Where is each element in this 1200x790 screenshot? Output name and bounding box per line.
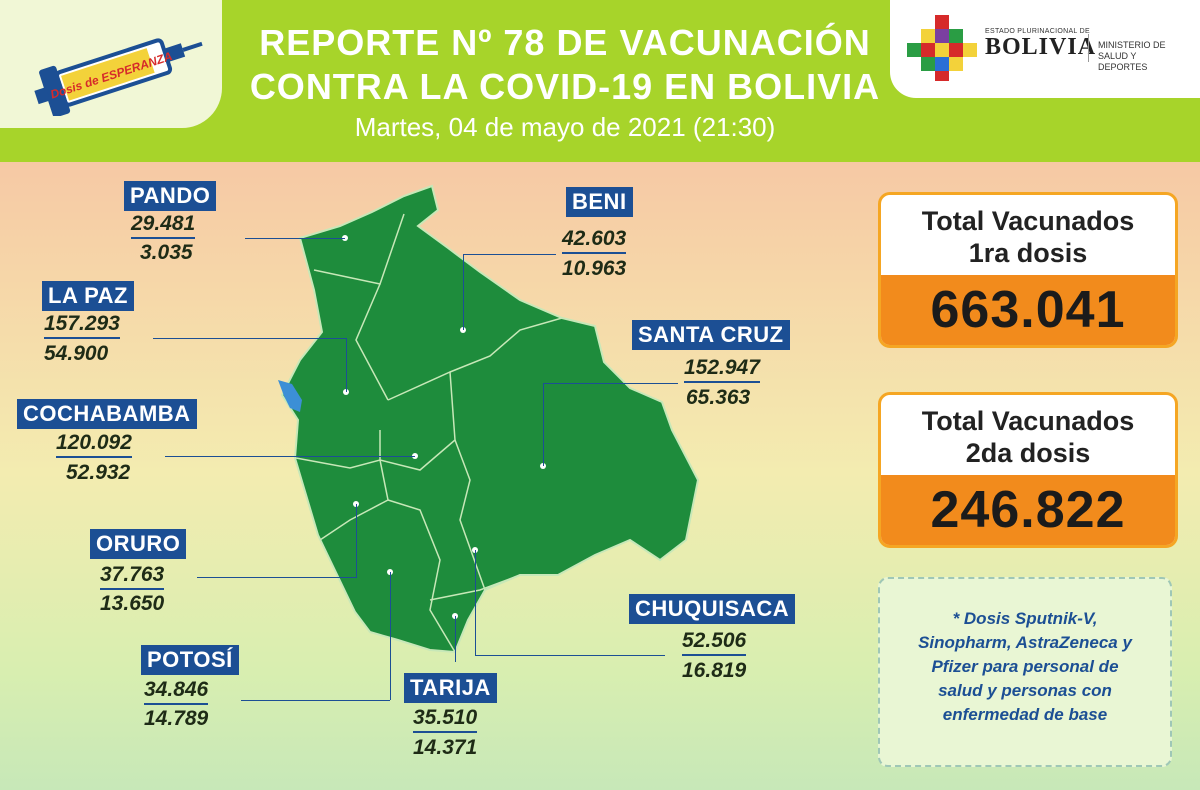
leader-potosi-v — [390, 572, 391, 700]
map-outline — [280, 184, 700, 654]
dept-first-lapaz: 157.293 — [44, 311, 120, 339]
dept-tag-chuquisaca: CHUQUISACA — [629, 594, 796, 624]
border-lapaz-beni — [355, 283, 389, 401]
total-first-label-line2: 1ra dosis — [968, 238, 1088, 268]
border-chuqui-tarija — [429, 574, 521, 601]
total-first-dose-box: Total Vacunados 1ra dosis 663.041 — [878, 192, 1178, 348]
dept-tag-tarija: TARIJA — [404, 673, 497, 703]
report-title-line1: REPORTE Nº 78 DE VACUNACIÓN — [259, 22, 871, 63]
total-second-dose-box: Total Vacunados 2da dosis 246.822 — [878, 392, 1178, 548]
total-second-label: Total Vacunados 2da dosis — [881, 395, 1175, 475]
gov-divider — [1088, 34, 1089, 62]
map-point-santacruz — [540, 463, 546, 469]
dept-second-potosi: 14.789 — [144, 707, 209, 730]
total-second-label-line2: 2da dosis — [965, 438, 1091, 468]
report-title-line2: CONTRA LA COVID-19 EN BOLIVIA — [249, 66, 881, 107]
lake-titicaca — [278, 380, 302, 412]
total-second-label-line1: Total Vacunados — [921, 406, 1135, 436]
map-point-pando — [342, 235, 348, 241]
dept-second-cochabamba: 52.932 — [66, 461, 131, 484]
leader-chuquisaca-h — [475, 655, 665, 656]
dept-first-santacruz: 152.947 — [684, 355, 760, 383]
dept-tag-beni: BENI — [566, 187, 633, 217]
total-first-label: Total Vacunados 1ra dosis — [881, 195, 1175, 275]
dept-first-chuquisaca: 52.506 — [682, 628, 747, 656]
total-first-label-line1: Total Vacunados — [921, 206, 1135, 236]
dept-tag-lapaz: LA PAZ — [42, 281, 134, 311]
leader-lapaz — [153, 338, 346, 339]
note-line1: * Dosis Sputnik-V, — [952, 609, 1098, 628]
gov-ministry-label: MINISTERIO DE SALUD Y DEPORTES — [1098, 40, 1166, 72]
dept-first-tarija: 35.510 — [413, 705, 478, 733]
map-point-beni — [460, 327, 466, 333]
dept-first-beni: 42.603 — [562, 226, 627, 254]
note-line5: enfermedad de base — [942, 705, 1108, 724]
syringe-logo: Dosis de ESPERANZA — [34, 38, 203, 116]
map-point-lapaz — [343, 389, 349, 395]
leader-oruro — [197, 577, 357, 578]
dept-second-oruro: 13.650 — [100, 592, 165, 615]
vaccine-note: * Dosis Sputnik-V, Sinopharm, AstraZenec… — [878, 577, 1172, 767]
leader-potosi — [241, 700, 390, 701]
dept-first-pando: 29.481 — [131, 211, 196, 239]
leader-pando — [245, 238, 345, 239]
dept-tag-cochabamba: COCHABAMBA — [17, 399, 197, 429]
note-line2: Sinopharm, AstraZeneca y — [918, 633, 1132, 652]
leader-cochabamba — [165, 456, 415, 457]
gov-state-label: ESTADO PLURINACIONAL DE — [985, 28, 1090, 35]
leader-beni-h — [463, 254, 556, 255]
dept-tag-pando: PANDO — [124, 181, 217, 211]
leader-lapaz-v — [346, 338, 347, 392]
total-second-value: 246.822 — [881, 475, 1175, 545]
leader-santacruz — [543, 383, 678, 384]
dept-second-beni: 10.963 — [562, 257, 627, 280]
report-date: Martes, 04 de mayo de 2021 (21:30) — [354, 112, 776, 142]
border-santacruz-chuqui — [454, 439, 486, 591]
border-oruro — [295, 457, 389, 541]
gov-country-label: BOLIVIA — [985, 34, 1097, 60]
dept-first-cochabamba: 120.092 — [56, 430, 132, 458]
border-potosi — [387, 499, 456, 653]
map-point-cochabamba — [412, 453, 418, 459]
leader-tarija — [455, 616, 456, 662]
dept-second-tarija: 14.371 — [413, 736, 478, 759]
leader-santacruz-v — [543, 383, 544, 466]
dept-second-chuquisaca: 16.819 — [682, 659, 747, 682]
dept-first-oruro: 37.763 — [100, 562, 165, 590]
dept-tag-santacruz: SANTA CRUZ — [632, 320, 790, 350]
dept-tag-potosi: POTOSÍ — [141, 645, 239, 675]
dept-second-pando: 3.035 — [140, 241, 193, 264]
border-cochabamba — [379, 370, 456, 471]
dept-second-lapaz: 54.900 — [44, 342, 109, 365]
total-first-value: 663.041 — [881, 275, 1175, 345]
dept-second-santacruz: 65.363 — [686, 386, 751, 409]
note-line3: Pfizer para personal de — [931, 657, 1119, 676]
leader-oruro-v — [356, 504, 357, 577]
dept-tag-oruro: ORURO — [90, 529, 187, 559]
leader-chuquisaca — [475, 550, 476, 655]
leader-beni — [463, 254, 464, 330]
dept-first-potosi: 34.846 — [144, 677, 209, 705]
bolivia-emblem-icon — [907, 15, 977, 81]
note-line4: salud y personas con — [938, 681, 1112, 700]
border-beni-santacruz — [449, 317, 563, 373]
